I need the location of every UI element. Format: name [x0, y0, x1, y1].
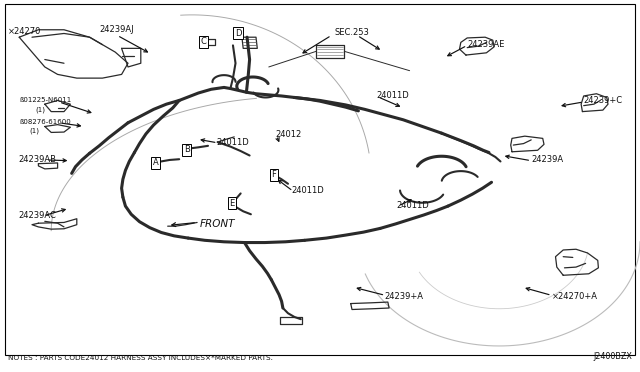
Text: 24239AC: 24239AC: [18, 211, 56, 220]
Text: SEC.253: SEC.253: [335, 28, 369, 37]
Text: 24239+C: 24239+C: [584, 96, 623, 105]
Text: B: B: [184, 145, 190, 154]
Text: 24011D: 24011D: [291, 186, 324, 195]
Text: (1): (1): [29, 128, 40, 134]
Text: 24239+A: 24239+A: [384, 292, 423, 301]
Text: A: A: [153, 158, 158, 167]
Text: C: C: [200, 37, 207, 46]
Text: J2400BZX: J2400BZX: [593, 352, 632, 361]
Text: ß01225-N6011: ß01225-N6011: [19, 97, 72, 103]
Text: FRONT: FRONT: [200, 219, 235, 229]
Text: ×24270: ×24270: [8, 27, 41, 36]
Text: F: F: [271, 170, 276, 179]
Text: 24239A: 24239A: [531, 155, 563, 164]
Text: D: D: [235, 29, 241, 38]
Text: 24239AE: 24239AE: [467, 40, 504, 49]
Text: 24011D: 24011D: [376, 92, 409, 100]
Text: 24239AJ: 24239AJ: [99, 25, 134, 34]
Text: 24011D: 24011D: [216, 138, 249, 147]
Text: 24239AB: 24239AB: [18, 155, 56, 164]
Text: ß08276-61600: ß08276-61600: [19, 119, 71, 125]
Text: 24011D: 24011D: [397, 201, 429, 210]
Text: 24012: 24012: [275, 130, 301, 139]
Text: ×24270+A: ×24270+A: [552, 292, 598, 301]
Text: NOTES : PARTS CODE24012 HARNESS ASSY INCLUDES×*MARKED PARTS.: NOTES : PARTS CODE24012 HARNESS ASSY INC…: [8, 355, 273, 361]
Text: E: E: [229, 199, 234, 208]
Text: (1): (1): [35, 106, 45, 113]
